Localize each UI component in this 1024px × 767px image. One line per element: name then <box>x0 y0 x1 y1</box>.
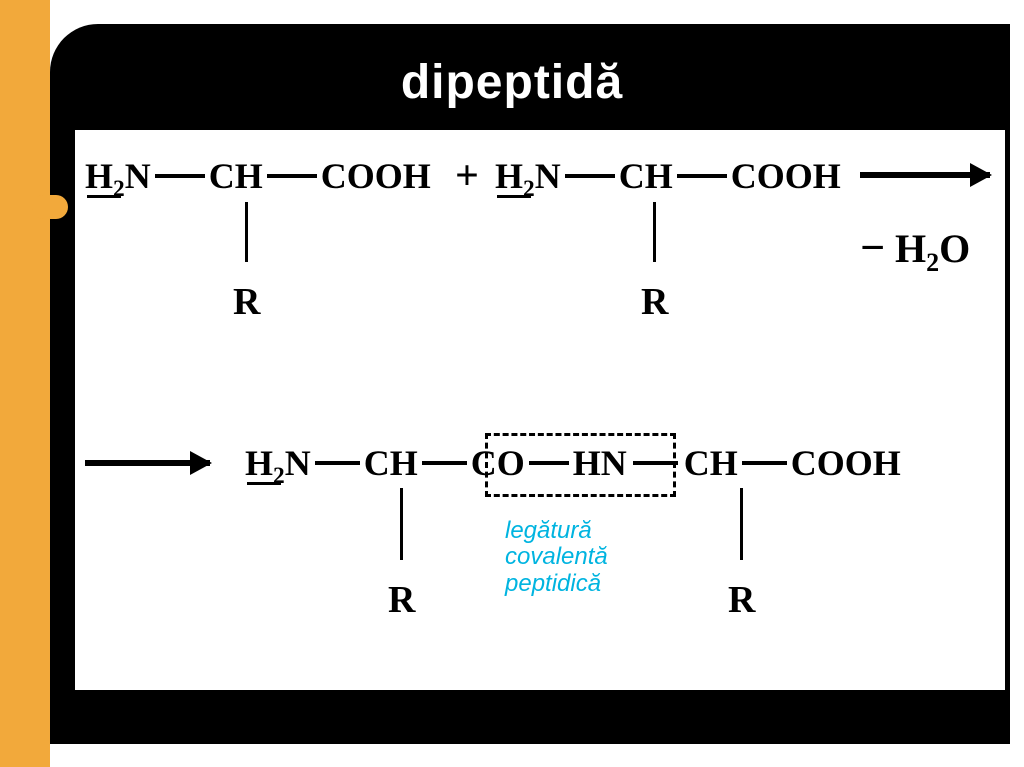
peptide-bond-box <box>485 433 676 497</box>
underline-decoration <box>247 482 281 485</box>
bond-vertical <box>400 488 403 560</box>
reaction-arrow-bottom <box>85 460 210 466</box>
bond-vertical <box>245 202 248 262</box>
r-group-2: R <box>641 280 668 324</box>
reaction-box: H2NCHCOOH R + H2NCHCOOH R − H2O H2NCHCOH… <box>75 130 1005 690</box>
annot-line1: legătură <box>505 517 592 544</box>
slide-stage: dipeptidă H2NCHCOOH R + H2NCHCOOH R − H2… <box>0 0 1024 767</box>
annot-line3: peptidică <box>505 570 601 597</box>
r-group-1: R <box>233 280 260 324</box>
aa2-formula: H2NCHCOOH <box>495 155 841 197</box>
orange-sidebar <box>0 0 50 767</box>
bond-vertical <box>653 202 656 262</box>
peptide-bond-annotation: legătură covalentă peptidică <box>505 518 608 597</box>
h2o-label: H2O <box>895 225 970 272</box>
slide-title: dipeptidă <box>0 55 1024 110</box>
aa1-formula: H2NCHCOOH <box>85 155 431 197</box>
annot-line2: covalentă <box>505 543 608 570</box>
reaction-arrow-top <box>860 172 990 178</box>
bullet-icon <box>32 195 68 219</box>
underline-decoration <box>87 195 121 198</box>
bond-vertical <box>740 488 743 560</box>
underline-decoration <box>497 195 531 198</box>
plus-sign: + <box>455 152 479 200</box>
r-group-4: R <box>728 578 755 622</box>
r-group-3: R <box>388 578 415 622</box>
minus-sign: − <box>860 222 885 273</box>
